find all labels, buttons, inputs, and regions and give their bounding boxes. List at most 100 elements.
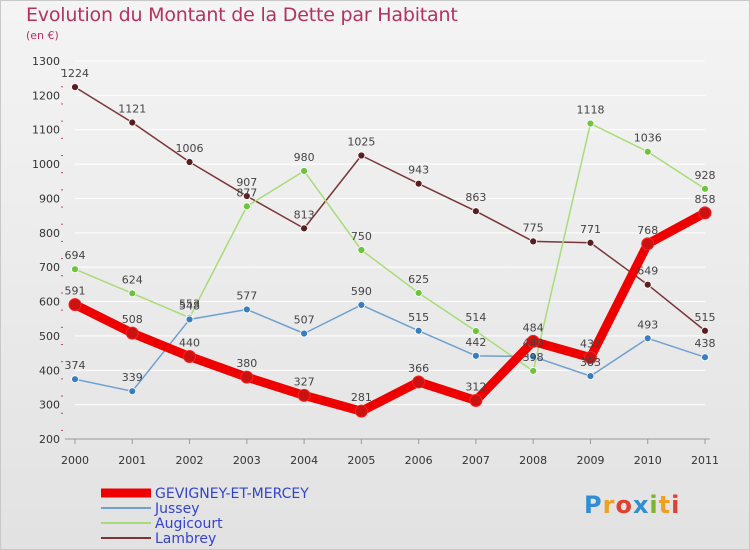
data-label: 1224 (61, 67, 89, 80)
x-tick-label: 2010 (634, 454, 662, 467)
data-label: 327 (294, 375, 315, 388)
data-label: 907 (236, 176, 257, 189)
y-tick-label: 500 (39, 330, 60, 343)
data-point (71, 265, 79, 274)
x-tick-label: 2011 (691, 454, 719, 467)
data-label: 553 (179, 298, 200, 311)
data-label: 514 (465, 311, 486, 324)
data-label: 1118 (576, 104, 604, 117)
data-point (297, 388, 311, 402)
data-point (300, 329, 308, 338)
x-tick-label: 2002 (176, 454, 204, 467)
data-point (357, 151, 366, 160)
y-tick-label: 400 (39, 364, 60, 377)
y-tick-label: 1300 (32, 55, 60, 68)
x-tick-label: 2008 (519, 454, 547, 467)
y-tick-label: 1000 (32, 158, 60, 171)
logo-letter: P (584, 491, 603, 519)
legend-label: GEVIGNEY-ET-MERCEY (155, 486, 309, 502)
proxiti-logo: Proxiti (584, 491, 680, 519)
data-label: 943 (408, 164, 429, 177)
data-point (357, 301, 366, 309)
data-label: 858 (695, 193, 716, 206)
y-tick-label: 900 (39, 192, 60, 205)
data-point (643, 147, 652, 156)
data-label: 649 (637, 265, 658, 278)
x-tick-label: 2005 (347, 454, 375, 467)
series-line (74, 122, 706, 372)
logo-letter: t (658, 491, 672, 519)
y-tick-label: 600 (39, 296, 60, 309)
data-point (414, 179, 423, 188)
data-label: 694 (65, 249, 86, 262)
logo-letter: r (602, 491, 616, 519)
data-point (701, 184, 709, 193)
legend-label: Augicourt (155, 516, 223, 532)
data-point (242, 305, 251, 314)
data-label: 440 (523, 337, 544, 350)
data-point (529, 352, 538, 361)
x-tick-label: 2003 (233, 454, 261, 467)
y-tick-label: 300 (39, 399, 60, 412)
x-tick-label: 2007 (462, 454, 490, 467)
data-point (526, 334, 540, 348)
data-point (185, 158, 194, 166)
data-point (643, 280, 652, 289)
data-point (698, 206, 712, 220)
data-point (586, 372, 595, 381)
legend-label: Lambrey (155, 531, 216, 547)
data-label: 339 (122, 371, 143, 384)
data-label: 625 (408, 273, 429, 286)
data-label: 877 (236, 186, 257, 199)
y-tick-label: 200 (39, 433, 60, 446)
data-label: 437 (580, 338, 601, 351)
data-point (71, 83, 79, 92)
data-point (643, 334, 652, 343)
data-label: 548 (179, 299, 200, 312)
data-point (472, 327, 480, 335)
data-point (300, 167, 308, 175)
data-label: 442 (465, 336, 486, 349)
data-point (586, 238, 595, 247)
x-tick-label: 2006 (405, 454, 433, 467)
data-label: 398 (523, 351, 544, 364)
data-point (128, 289, 137, 298)
data-label: 775 (523, 221, 544, 234)
data-point (414, 326, 423, 335)
logo-letter: i (671, 491, 681, 519)
data-label: 493 (637, 318, 658, 331)
data-point (183, 350, 197, 364)
chart-title: Evolution du Montant de la Dette par Hab… (26, 4, 458, 26)
data-label: 577 (236, 289, 257, 302)
data-point (414, 289, 423, 297)
data-label: 813 (294, 208, 315, 221)
y-tick-label: 1100 (32, 124, 60, 137)
data-label: 1006 (176, 142, 204, 155)
series-line (74, 86, 706, 332)
data-point (472, 207, 480, 216)
data-label: 928 (695, 169, 716, 182)
series-line (74, 304, 706, 392)
data-point (701, 353, 709, 362)
data-point (128, 118, 137, 127)
x-tick-label: 2004 (290, 454, 318, 467)
data-point (529, 237, 538, 246)
x-tick-label: 2000 (61, 454, 89, 467)
logo-letter: i (649, 491, 659, 519)
data-point (300, 224, 308, 233)
data-label: 590 (351, 285, 372, 298)
data-label: 1121 (118, 103, 146, 116)
logo-letter: o (615, 491, 633, 519)
data-label: 438 (695, 337, 716, 350)
data-label: 591 (65, 285, 86, 298)
data-point (469, 394, 483, 408)
data-point (354, 404, 368, 418)
data-point (357, 246, 366, 254)
series-line (70, 208, 710, 416)
data-label: 1036 (634, 132, 662, 145)
data-label: 440 (179, 337, 200, 350)
data-label: 750 (351, 230, 372, 243)
data-label: 980 (294, 151, 315, 164)
data-point (71, 375, 79, 384)
